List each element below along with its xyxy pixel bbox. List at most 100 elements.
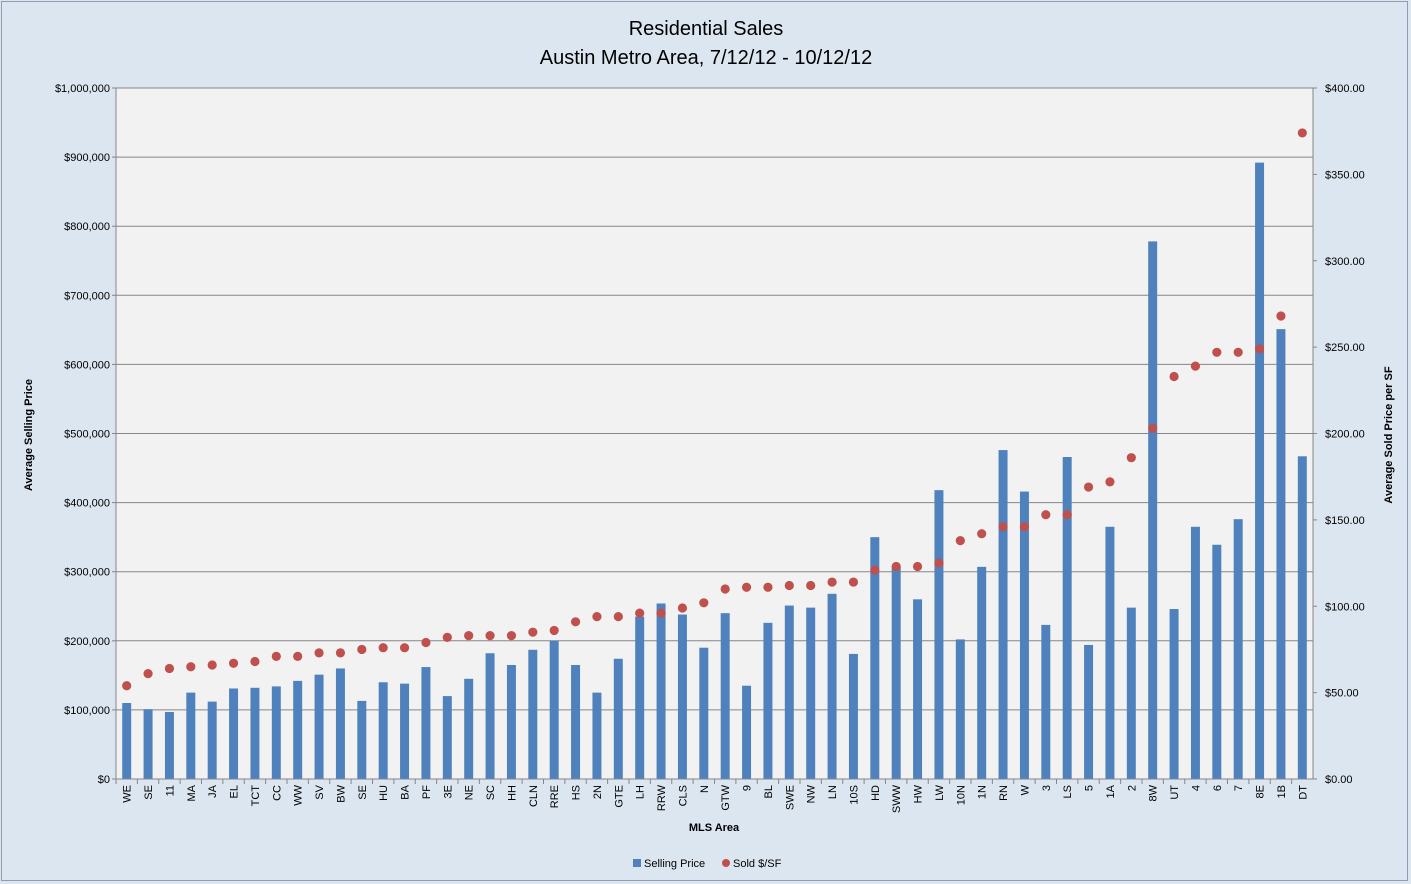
x-tick-label: 6: [1212, 785, 1224, 791]
y-tick-label: $600,000: [64, 359, 110, 371]
x-tick-label: 10S: [848, 785, 860, 805]
bar-selling-price: [335, 668, 345, 779]
y2-tick-label: $50.00: [1325, 688, 1359, 700]
bar-selling-price: [186, 692, 196, 779]
bar-selling-price: [1169, 609, 1179, 779]
point-sold-per-sf: [998, 522, 1008, 532]
x-tick-label: BA: [400, 784, 412, 799]
y-axis-title: Average Selling Price: [23, 379, 35, 491]
bar-selling-price: [549, 640, 559, 779]
point-sold-per-sf: [955, 536, 965, 546]
y2-axis-title: Average Sold Price per SF: [1383, 366, 1395, 503]
bar-selling-price: [742, 685, 752, 779]
point-sold-per-sf: [314, 648, 324, 658]
legend-label-sold-per-sf: Sold $/SF: [733, 858, 782, 870]
legend-swatch-selling-price: [633, 859, 641, 867]
x-tick-label: LH: [635, 785, 647, 799]
bar-selling-price: [592, 692, 602, 779]
point-sold-per-sf: [635, 608, 645, 618]
x-tick-label: PF: [421, 785, 433, 799]
x-tick-label: TCT: [250, 785, 262, 807]
point-sold-per-sf: [1105, 477, 1115, 487]
bar-selling-price: [314, 674, 324, 779]
x-tick-label: GTW: [720, 784, 732, 810]
bar-selling-price: [250, 687, 260, 779]
x-tick-label: LS: [1062, 785, 1074, 798]
legend-label-selling-price: Selling Price: [644, 858, 705, 870]
x-tick-label: 3E: [442, 785, 454, 798]
x-tick-label: SWE: [784, 785, 796, 810]
x-tick-label: BW: [335, 784, 347, 802]
point-sold-per-sf: [699, 598, 709, 608]
point-sold-per-sf: [1148, 423, 1158, 433]
x-tick-label: LW: [934, 784, 946, 800]
point-sold-per-sf: [357, 644, 367, 655]
y-tick-label: $800,000: [64, 221, 110, 233]
x-tick-label: W: [1019, 784, 1031, 795]
y-tick-label: $100,000: [64, 705, 110, 717]
point-sold-per-sf: [912, 561, 923, 572]
x-tick-label: EL: [229, 785, 241, 798]
bar-selling-price: [400, 683, 410, 779]
bar-selling-price: [720, 613, 730, 779]
point-sold-per-sf: [228, 658, 239, 668]
bar-selling-price: [1190, 526, 1200, 779]
point-sold-per-sf: [720, 584, 730, 594]
x-tick-label: HW: [913, 784, 925, 803]
bar-selling-price: [1105, 526, 1115, 779]
x-tick-label: 5: [1084, 785, 1096, 791]
bar-selling-price: [1148, 241, 1158, 780]
x-tick-label: RN: [998, 785, 1010, 801]
point-sold-per-sf: [271, 651, 281, 661]
x-tick-label: 11: [164, 785, 176, 796]
point-sold-per-sf: [399, 643, 410, 653]
bar-selling-price: [998, 450, 1008, 779]
point-sold-per-sf: [891, 561, 901, 572]
x-tick-label: MA: [186, 784, 198, 801]
bar-selling-price: [1297, 456, 1307, 779]
point-sold-per-sf: [763, 582, 773, 592]
y2-tick-label: $200.00: [1325, 429, 1365, 441]
x-tick-label: JA: [207, 784, 219, 798]
bar-selling-price: [1233, 519, 1243, 779]
bar-selling-price: [806, 607, 816, 779]
chart-subtitle: Austin Metro Area, 7/12/12 - 10/12/12: [540, 47, 872, 69]
x-tick-label: SC: [485, 785, 497, 800]
point-sold-per-sf: [677, 603, 688, 613]
bar-selling-price: [656, 603, 666, 779]
bar-selling-price: [934, 490, 944, 779]
bar-selling-price: [613, 658, 623, 779]
bar-selling-price: [913, 599, 923, 779]
bar-selling-price: [1126, 607, 1136, 779]
bar-selling-price: [442, 696, 452, 779]
y2-tick-label: $150.00: [1325, 515, 1365, 527]
point-sold-per-sf: [143, 669, 153, 679]
y2-tick-label: $300.00: [1325, 256, 1365, 268]
bar-selling-price: [271, 686, 281, 779]
x-tick-label: SV: [314, 784, 326, 799]
bar-selling-price: [571, 664, 581, 779]
bar-selling-price: [143, 709, 153, 779]
point-sold-per-sf: [335, 648, 346, 658]
y-tick-label: $900,000: [64, 152, 110, 164]
x-tick-label: WE: [122, 785, 134, 803]
x-tick-label: N: [699, 785, 711, 793]
x-tick-label: 8W: [1148, 784, 1160, 801]
bar-selling-price: [848, 653, 858, 779]
bar-selling-price: [485, 653, 495, 779]
plot-area: $0 $100,000 $200,000 $300,000 $400,000 $500,0…: [55, 83, 1365, 813]
bar-selling-price: [506, 664, 516, 779]
x-tick-label: NW: [806, 784, 818, 803]
bar-selling-price: [464, 678, 474, 779]
legend: Selling Price Sold $/SF: [633, 858, 782, 870]
point-sold-per-sf: [293, 651, 303, 661]
y2-tick-label: $400.00: [1325, 83, 1365, 95]
y-tick-label: $700,000: [64, 290, 110, 302]
bar-selling-price: [293, 680, 303, 779]
x-tick-label: HH: [506, 785, 518, 801]
point-sold-per-sf: [656, 608, 666, 618]
bar-selling-price: [763, 622, 773, 779]
point-sold-per-sf: [122, 681, 132, 691]
